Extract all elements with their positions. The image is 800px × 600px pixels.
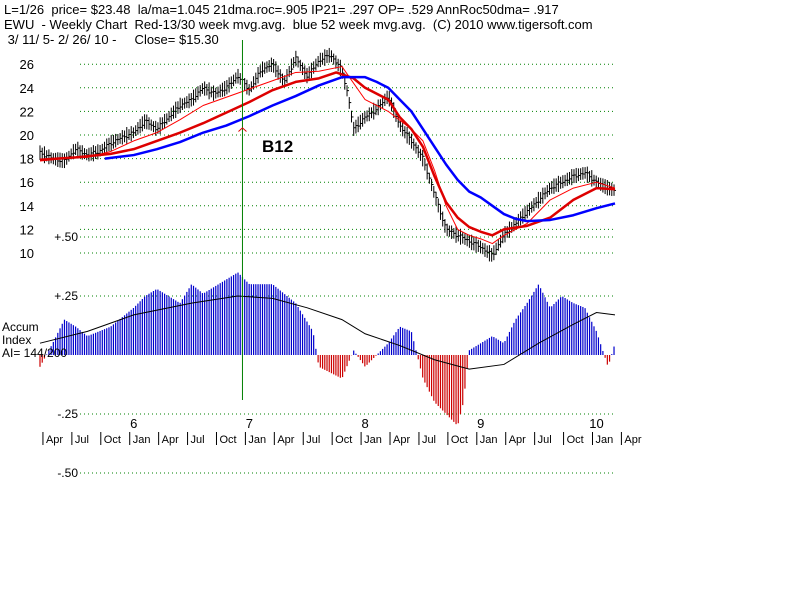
year-label: 9 xyxy=(477,416,484,431)
month-label: Oct xyxy=(451,434,468,446)
year-label: 8 xyxy=(361,416,368,431)
month-label: Apr xyxy=(509,434,526,446)
series-layer xyxy=(39,47,617,262)
month-label: Jul xyxy=(191,434,205,446)
accum-ma-line xyxy=(39,295,616,370)
accum-tick-label: -.50 xyxy=(57,466,78,480)
month-label: Oct xyxy=(335,434,352,446)
month-label: Jan xyxy=(480,434,498,446)
month-label: Oct xyxy=(567,434,584,446)
year-label: 7 xyxy=(246,416,253,431)
accum-label-3: AI= 144/200 xyxy=(2,346,68,360)
price-tick-label: 14 xyxy=(20,199,34,214)
header-line-1: L=1/26 price= $23.48 la/ma=1.045 21dma.r… xyxy=(4,2,559,17)
accum-tick-label: -.25 xyxy=(57,407,78,421)
ma-52-line xyxy=(104,75,616,223)
axis-layer: 10 12 14 16 18 20 22 24 26 +.50 +.25 -.25 -.50 6 7 8 9 10… xyxy=(20,40,642,480)
month-label: Apr xyxy=(393,434,410,446)
price-tick-label: 18 xyxy=(20,152,34,167)
price-tick-label: 26 xyxy=(20,57,34,72)
accum-label-2: Index xyxy=(2,333,32,347)
header-line-2: EWU - Weekly Chart Red-13/30 week mvg.av… xyxy=(4,17,593,32)
header-line-3: 3/ 11/ 5- 2/ 26/ 10 - Close= $15.30 xyxy=(4,32,219,47)
accum-layer xyxy=(39,272,616,425)
month-label: Oct xyxy=(219,434,236,446)
price-tick-label: 20 xyxy=(20,128,34,143)
price-tick-label: 12 xyxy=(20,222,34,237)
signal-label: B12 xyxy=(262,137,294,156)
accum-tick-label: +.25 xyxy=(54,289,78,303)
year-label: 6 xyxy=(130,416,137,431)
month-label: Jan xyxy=(133,434,151,446)
price-tick-label: 22 xyxy=(20,104,34,119)
month-label: Jul xyxy=(422,434,436,446)
price-tick-label: 10 xyxy=(20,246,34,261)
month-label: Jul xyxy=(538,434,552,446)
accum-label-1: Accum xyxy=(2,320,39,334)
month-label: Jan xyxy=(248,434,266,446)
accum-tick-label: +.50 xyxy=(54,230,78,244)
price-tick-label: 24 xyxy=(20,81,34,96)
month-label: Apr xyxy=(162,434,179,446)
price-tick-label: 16 xyxy=(20,175,34,190)
signal-marker xyxy=(238,127,247,132)
month-label: Jul xyxy=(75,434,89,446)
month-label: Apr xyxy=(46,434,63,446)
year-label: 10 xyxy=(589,416,603,431)
ma-30-line xyxy=(39,71,616,237)
month-label: Jan xyxy=(364,434,382,446)
month-label: Apr xyxy=(624,434,641,446)
ma-13-line xyxy=(39,66,616,245)
month-label: Jul xyxy=(306,434,320,446)
month-label: Jan xyxy=(595,434,613,446)
month-label: Apr xyxy=(277,434,294,446)
month-label: Oct xyxy=(104,434,121,446)
